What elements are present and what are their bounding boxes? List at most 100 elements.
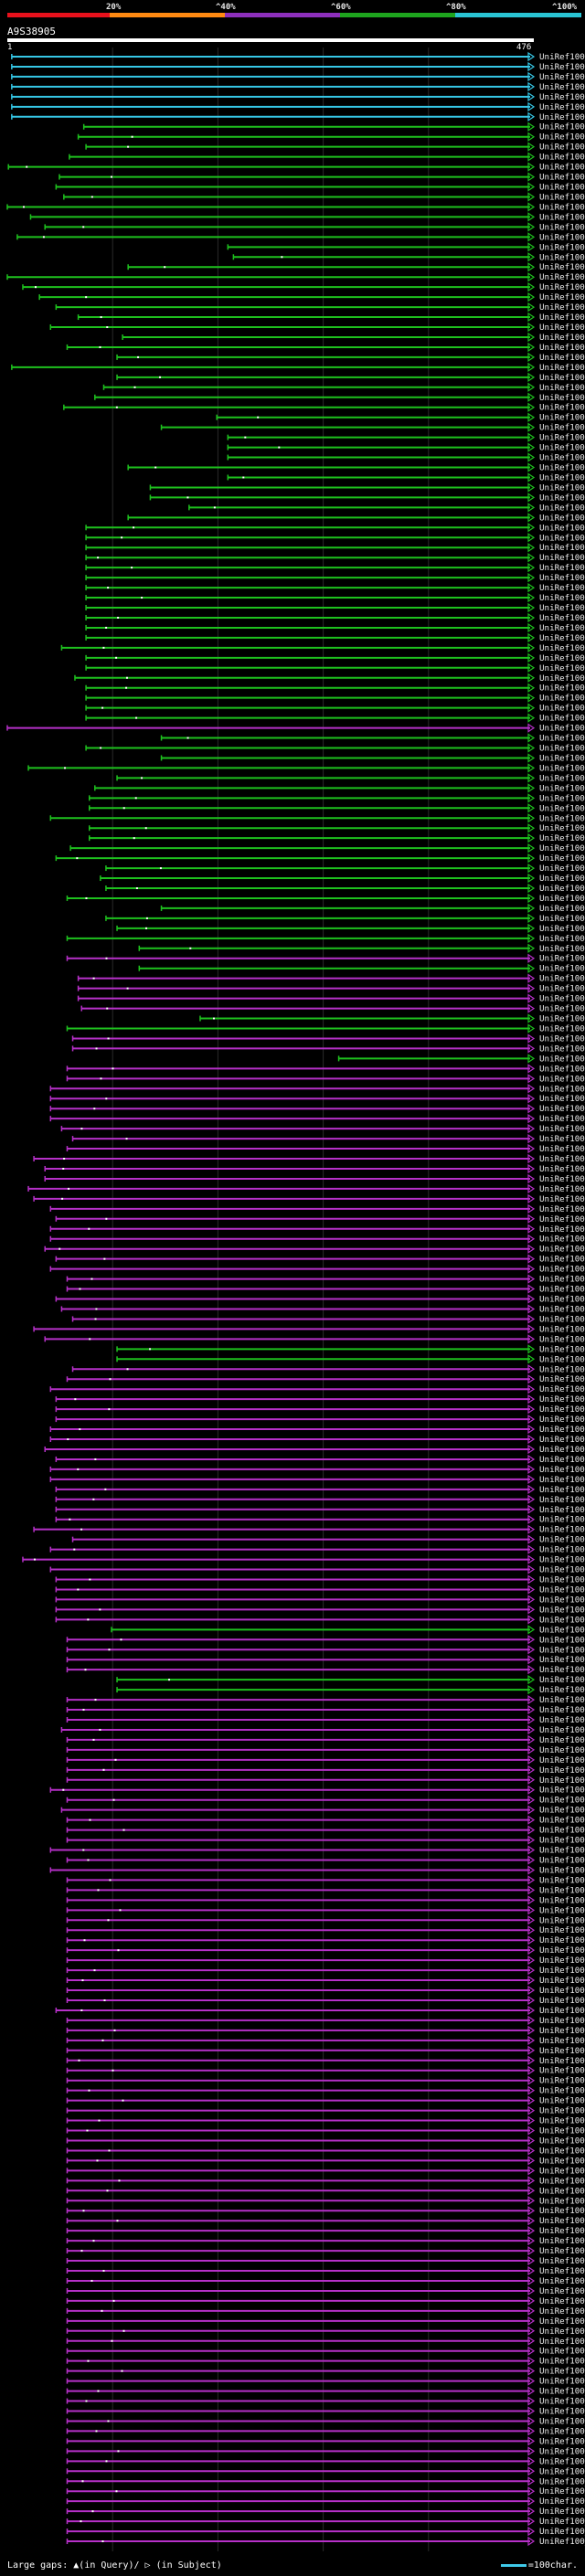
hit-label[interactable]: UniRef100_Q7XW3 <box>539 1715 585 1725</box>
hit-label[interactable]: UniRef100_Q9FVC0 <box>539 1675 585 1685</box>
hit-label[interactable]: UniRef100_Q43135 <box>539 252 585 262</box>
hit-label[interactable]: UniRef100_A1XEX8 <box>539 1415 585 1425</box>
hit-label[interactable]: UniRef100_Q2QSD8 <box>539 1495 585 1505</box>
hit-label[interactable]: UniRef100_Q8S3D1 <box>539 1344 585 1354</box>
hit-label[interactable]: UniRef100_A7QD47 <box>539 2286 585 2296</box>
hit-label[interactable]: UniRef100_A5C8Q0 <box>539 1846 585 1856</box>
hit-label[interactable]: UniRef100_A7Q3V7 <box>539 272 585 282</box>
hit-label[interactable]: UniRef100_A9SLQ9 <box>539 2156 585 2166</box>
hit-label[interactable]: UniRef100_B2Z8Q3 <box>539 1776 585 1786</box>
hit-label[interactable]: UniRef100_Q7Z929 <box>539 2206 585 2216</box>
hit-label[interactable]: UniRef100_Q0JS26 <box>539 1956 585 1966</box>
hit-label[interactable]: UniRef100_A1E367 <box>539 2026 585 2036</box>
hit-label[interactable]: UniRef100_Q6LF52 <box>539 853 585 864</box>
hit-label[interactable]: UniRef100_Q0C4Z6 <box>539 1164 585 1174</box>
hit-label[interactable]: UniRef100_C5Y4U5 <box>539 924 585 934</box>
hit-label[interactable]: UniRef100_C5WTB2 <box>539 1445 585 1455</box>
hit-label[interactable]: UniRef100_Q81971 <box>539 1064 585 1074</box>
hit-label[interactable]: UniRef100_Q7XQ48 <box>539 2226 585 2236</box>
hit-label[interactable]: UniRef100_A9T4D9 <box>539 1615 585 1625</box>
hit-label[interactable]: UniRef100_A5AHR3 <box>539 1245 585 1255</box>
hit-label[interactable]: UniRef100_B7Z6Q2 <box>539 2416 585 2426</box>
hit-label[interactable]: UniRef100_Q9AT18 <box>539 2046 585 2056</box>
hit-label[interactable]: UniRef100_A7PR25 <box>539 363 585 373</box>
hit-label[interactable]: UniRef100_A9TNY2 <box>539 1374 585 1384</box>
hit-label[interactable]: UniRef100_B9SBU8 <box>539 1044 585 1054</box>
hit-label[interactable]: UniRef100_C5WUE9 <box>539 1515 585 1525</box>
hit-label[interactable]: UniRef100_Q8FPM2 <box>539 1826 585 1836</box>
hit-label[interactable]: UniRef100_A7Q3Y5 <box>539 212 585 222</box>
hit-label[interactable]: UniRef100_B9HFD0 <box>539 1745 585 1755</box>
hit-label[interactable]: UniRef100_C5W9G7 <box>539 482 585 493</box>
hit-label[interactable]: UniRef100_Q8FPM4 <box>539 1816 585 1826</box>
hit-label[interactable]: UniRef100_B8A761 <box>539 823 585 833</box>
hit-label[interactable]: UniRef100_B1EL10 <box>539 1034 585 1044</box>
hit-label[interactable]: UniRef100_B2YZU2 <box>539 593 585 603</box>
hit-label[interactable]: UniRef100_A1XEC6 <box>539 2306 585 2316</box>
hit-label[interactable]: UniRef100_B2YZT9 <box>539 603 585 613</box>
hit-label[interactable]: UniRef100_Q2PEY1 <box>539 1435 585 1445</box>
hit-label[interactable]: UniRef100_B2YZX3 <box>539 653 585 663</box>
hit-label[interactable]: UniRef100_A1BFY6 <box>539 1275 585 1285</box>
hit-label[interactable]: UniRef100_Q5ME54 <box>539 192 585 202</box>
hit-label[interactable]: UniRef100_B9HKX0 <box>539 1755 585 1765</box>
hit-label[interactable]: UniRef100_Q9C5A3 <box>539 1224 585 1235</box>
hit-label[interactable]: UniRef100_B2YZW0 <box>539 704 585 714</box>
hit-label[interactable]: UniRef100_B9HQ89 <box>539 2126 585 2136</box>
hit-label[interactable]: UniRef100_B9S8E5 <box>539 643 585 653</box>
hit-label[interactable]: UniRef100_B9VQX4 <box>539 744 585 754</box>
hit-label[interactable]: UniRef100_Q9LJ14 <box>539 2056 585 2066</box>
hit-label[interactable]: UniRef100_UP1000.. <box>539 1796 585 1806</box>
hit-label[interactable]: UniRef100_B2YZT7 <box>539 613 585 623</box>
hit-label[interactable]: UniRef100_Q2R1B4 <box>539 1174 585 1184</box>
hit-label[interactable]: UniRef100_Q81345 <box>539 72 585 82</box>
hit-label[interactable]: UniRef100_B9MHX5 <box>539 133 585 143</box>
hit-label[interactable]: UniRef100_B7M7B8 <box>539 222 585 232</box>
hit-label[interactable]: UniRef100_Q5HAN8 <box>539 833 585 843</box>
hit-label[interactable]: UniRef100_A2WZ38 <box>539 1094 585 1104</box>
hit-label[interactable]: UniRef100_B9ML33 <box>539 1154 585 1164</box>
hit-label[interactable]: UniRef100_Q9FFV7 <box>539 2537 585 2547</box>
hit-label[interactable]: UniRef100_C5Y4T6 <box>539 773 585 783</box>
hit-label[interactable]: UniRef100_B2YZU8 <box>539 573 585 583</box>
hit-label[interactable]: UniRef100_A7NS22 <box>539 1134 585 1144</box>
hit-label[interactable]: UniRef100_C5H6M4 <box>539 92 585 102</box>
hit-label[interactable]: UniRef100_Q9FPN5 <box>539 1695 585 1705</box>
hit-label[interactable]: UniRef100_B9RRH1 <box>539 2116 585 2126</box>
hit-label[interactable]: UniRef100_A1XEL0 <box>539 1394 585 1405</box>
hit-label[interactable]: UniRef100_Q6BEZ3 <box>539 934 585 944</box>
hit-label[interactable]: UniRef100_C5H6N6 <box>539 102 585 112</box>
hit-label[interactable]: UniRef100_B8AWU8 <box>539 954 585 964</box>
hit-label[interactable]: UniRef100_A9TT19 <box>539 2456 585 2466</box>
hit-label[interactable]: UniRef100_B9SBQ5 <box>539 1235 585 1245</box>
hit-label[interactable]: UniRef100_B9HE56 <box>539 843 585 853</box>
hit-label[interactable]: UniRef100_B9SBY8 <box>539 443 585 453</box>
hit-label[interactable]: UniRef100_Q2LAL3 <box>539 1836 585 1846</box>
hit-label[interactable]: UniRef100_B0Z7B2 <box>539 2276 585 2286</box>
hit-label[interactable]: UniRef100_A7Q3V1 <box>539 163 585 173</box>
hit-label[interactable]: UniRef100_Q69P71 <box>539 2066 585 2076</box>
hit-label[interactable]: UniRef100_C5W7Z3 <box>539 734 585 744</box>
hit-label[interactable]: UniRef100_Q9M7B7 <box>539 183 585 193</box>
hit-label[interactable]: UniRef100_B9F9D0 <box>539 813 585 823</box>
hit-label[interactable]: UniRef100_B0Z7B3 <box>539 2266 585 2276</box>
hit-label[interactable]: UniRef100_C5Z8F5 <box>539 1104 585 1114</box>
hit-label[interactable]: UniRef100_B8BPF5 <box>539 1485 585 1495</box>
hit-label[interactable]: UniRef100_B7FMB5 <box>539 2426 585 2436</box>
hit-label[interactable]: UniRef100_A9PFE1 <box>539 2446 585 2456</box>
hit-label[interactable]: UniRef100_B8LQ13 <box>539 1214 585 1224</box>
hit-label[interactable]: UniRef100_A7Q638 <box>539 2166 585 2176</box>
hit-label[interactable]: UniRef100_Q9AVQ2 <box>539 2337 585 2347</box>
hit-label[interactable]: UniRef100_UP1000.. <box>539 413 585 423</box>
hit-label[interactable]: UniRef100_Q7Y7V4 <box>539 1555 585 1565</box>
hit-label[interactable]: UniRef100_Q10H26 <box>539 793 585 803</box>
hit-label[interactable]: UniRef100_B9SBM5 <box>539 173 585 183</box>
hit-label[interactable]: UniRef100_B9SB70 <box>539 323 585 333</box>
hit-label[interactable]: UniRef100_A2YZ86 <box>539 2486 585 2496</box>
hit-label[interactable]: UniRef100_Q8AXW7 <box>539 1865 585 1875</box>
hit-label[interactable]: UniRef100_B9SX43 <box>539 503 585 513</box>
hit-label[interactable]: UniRef100_C5YZ90 <box>539 2246 585 2256</box>
hit-label[interactable]: UniRef100_B9T6Y2 <box>539 153 585 163</box>
hit-label[interactable]: UniRef100_B8AW55 <box>539 1014 585 1024</box>
hit-label[interactable]: UniRef100_Q9E3B4 <box>539 1915 585 1925</box>
